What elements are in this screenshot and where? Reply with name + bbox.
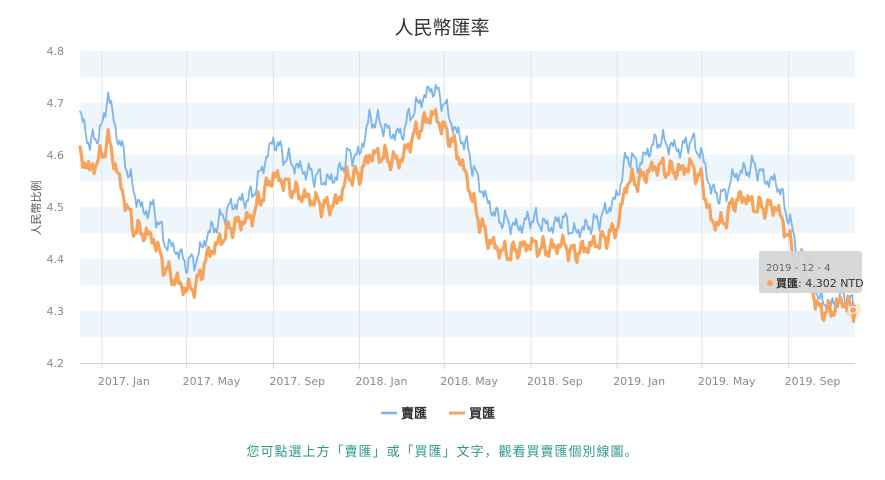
hover-marker <box>845 301 861 318</box>
legend[interactable]: 賣匯 買匯 <box>381 406 495 422</box>
tooltip-box <box>759 251 862 293</box>
chart-title: 人民幣匯率 <box>394 17 489 39</box>
x-tick-label: 2019. May <box>698 375 756 388</box>
series-lines[interactable] <box>78 83 857 323</box>
y-tick-label: 4.4 <box>47 253 65 266</box>
x-axis-ticks: 2017. Jan 2017. May 2017. Sep 2018. Jan 2018… <box>80 363 855 388</box>
grid-bands <box>80 51 855 337</box>
x-tick-label: 2017. Jan <box>98 375 150 388</box>
x-tick-label: 2018. Sep <box>527 375 583 388</box>
hover-point <box>849 305 857 314</box>
legend-label-buy[interactable]: 買匯 <box>469 407 495 422</box>
y-tick-label: 4.7 <box>47 97 65 110</box>
y-axis-label: 人民幣比例 <box>29 181 43 236</box>
x-tick-label: 2017. Sep <box>269 375 325 388</box>
x-gridlines <box>101 51 790 363</box>
x-tick-label: 2019. Sep <box>785 375 841 388</box>
y-tick-label: 4.3 <box>47 305 65 318</box>
grid-band <box>80 103 855 129</box>
grid-band <box>80 311 855 337</box>
y-tick-label: 4.6 <box>47 149 65 162</box>
tooltip-series-label: 買匯 <box>776 277 798 290</box>
y-tick-label: 4.8 <box>47 45 65 58</box>
series-line-buy[interactable] <box>78 108 857 323</box>
x-tick-label: 2018. May <box>440 375 498 388</box>
tooltip-value: : 4.302 NTD <box>798 277 864 290</box>
y-tick-label: 4.5 <box>47 201 65 214</box>
legend-label-sell[interactable]: 賣匯 <box>401 406 427 422</box>
grid-band <box>80 259 855 285</box>
instruction-note: 您可點選上方「賣匯」或「買匯」文字，觀看買賣匯個別線圖。 <box>246 445 639 460</box>
tooltip-marker-icon <box>767 280 773 286</box>
y-tick-label: 4.2 <box>47 357 65 370</box>
tooltip-date: 2019 - 12 - 4 <box>766 263 830 274</box>
x-tick-label: 2019. Jan <box>613 375 665 388</box>
y-axis-ticks: 4.2 4.3 4.4 4.5 4.6 4.7 4.8 <box>47 45 65 370</box>
legend-item-buy[interactable]: 買匯 <box>449 407 495 422</box>
tooltip: 2019 - 12 - 4 買匯: 4.302 NTD <box>759 251 864 293</box>
legend-item-sell[interactable]: 賣匯 <box>381 406 427 422</box>
x-tick-label: 2017. May <box>183 375 241 388</box>
svg-text:買匯: 4.302 NTD: 買匯: 4.302 NTD <box>776 277 864 290</box>
x-tick-label: 2018. Jan <box>356 375 408 388</box>
grid-band <box>80 51 855 77</box>
series-line-sell[interactable] <box>79 83 856 314</box>
grid-band <box>80 207 855 233</box>
